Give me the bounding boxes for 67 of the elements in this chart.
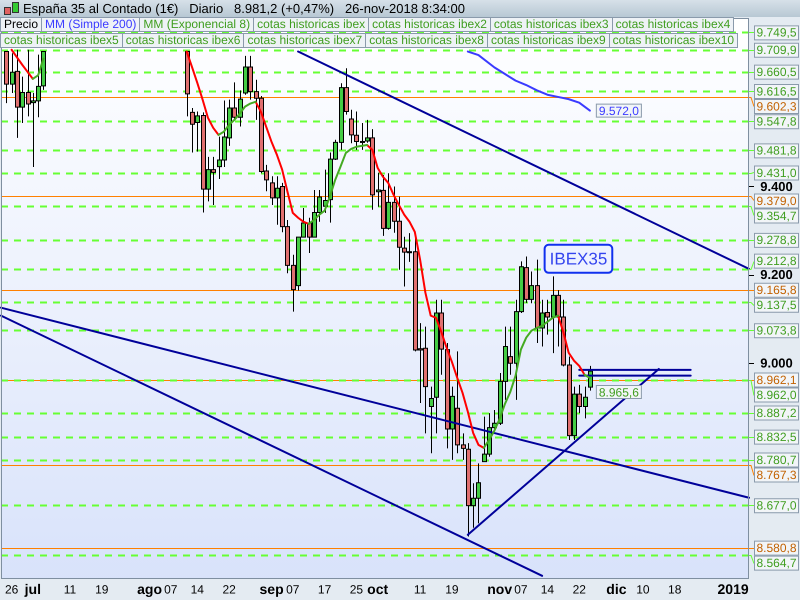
annotation: cotas historicas ibex9 bbox=[486, 33, 610, 48]
annotation: cotas historicas ibex2 bbox=[368, 17, 491, 32]
data-label: 8.965,6 bbox=[598, 385, 640, 400]
x-tick-label: jul bbox=[24, 580, 41, 597]
x-tick-label: dic bbox=[606, 580, 627, 597]
ref-line-label: 9.073,8 bbox=[756, 324, 797, 338]
x-tick-label: 10 bbox=[636, 582, 650, 596]
ref-line-label: 9.709,9 bbox=[756, 43, 797, 58]
x-tick-label: 18 bbox=[668, 582, 682, 596]
ref-line-label: 9.481,8 bbox=[756, 144, 797, 158]
x-tick-label: 19 bbox=[95, 582, 109, 596]
annotation: cotas historicas ibex5 bbox=[0, 33, 123, 48]
annotation: IBEX35 bbox=[550, 249, 608, 268]
x-tick-label: 22 bbox=[222, 582, 236, 596]
y-tick-label: 9.200 bbox=[760, 267, 793, 282]
x-tick-label: 11 bbox=[64, 582, 77, 596]
annotation: cotas historicas ibex8 bbox=[365, 33, 488, 48]
x-tick-label: 22 bbox=[572, 582, 586, 596]
ref-line-label: 8.887,2 bbox=[756, 406, 797, 420]
ref-line-label: 9.137,5 bbox=[756, 298, 797, 312]
x-tick-label: 07 bbox=[514, 582, 528, 596]
data-label: 9.572,0 bbox=[598, 104, 640, 118]
ref-line-label: 8.767,3 bbox=[756, 468, 797, 482]
x-tick-label: sep bbox=[259, 580, 284, 597]
ref-line-label: 8.962,1 bbox=[756, 372, 797, 387]
x-tick-label: 11 bbox=[414, 582, 427, 596]
annotation: cotas historicas ibex3 bbox=[490, 17, 613, 32]
annotation: cotas historicas ibex4 bbox=[612, 17, 734, 32]
chart-title: España 35 al Contado (1€) Diario 8.981,2 (+0,47%) 26-nov-2018 8:34:00 bbox=[23, 0, 465, 17]
ref-line-label: 9.278,8 bbox=[756, 233, 797, 248]
annotation: cotas historicas ibex7 bbox=[243, 33, 366, 48]
text: MM (Simple 200) bbox=[41, 17, 140, 32]
ref-line-label: 8.780,7 bbox=[756, 452, 797, 467]
ref-line-label: 9.165,8 bbox=[756, 283, 797, 298]
ref-line-label: 9.749,5 bbox=[756, 26, 797, 40]
x-tick-label: oct bbox=[367, 580, 388, 597]
x-tick-label: 17 bbox=[318, 582, 332, 596]
ref-line-label: 8.564,7 bbox=[756, 556, 797, 570]
ref-line-label: 9.379,0 bbox=[756, 194, 797, 208]
annotation: cotas historicas ibex10 bbox=[608, 33, 738, 48]
x-tick-label: 2019 bbox=[718, 580, 749, 597]
ref-line-label: 9.212,8 bbox=[756, 254, 797, 268]
text: MM (Exponencial 8) bbox=[139, 17, 254, 32]
x-tick-label: 19 bbox=[445, 582, 459, 596]
ref-line-label: 9.660,5 bbox=[756, 64, 797, 79]
x-tick-label: 07 bbox=[286, 582, 300, 596]
ref-line-label: 8.832,5 bbox=[756, 430, 797, 444]
annotation: cotas historicas ibex bbox=[253, 17, 370, 32]
x-tick-label: 14 bbox=[540, 582, 554, 596]
ref-line-label: 9.431,0 bbox=[756, 166, 797, 180]
ref-line-label: 9.616,5 bbox=[756, 84, 797, 98]
y-tick-label: 9.400 bbox=[760, 179, 793, 194]
x-tick-label: nov bbox=[487, 580, 512, 597]
ref-line-label: 9.602,3 bbox=[756, 99, 797, 114]
x-tick-label: ago bbox=[137, 580, 162, 597]
x-tick-label: 26 bbox=[4, 582, 19, 596]
ref-line-label: 8.677,0 bbox=[756, 498, 797, 513]
x-tick-label: 14 bbox=[190, 582, 204, 596]
ref-line-label: 8.962,0 bbox=[756, 388, 797, 402]
x-tick-label: 07 bbox=[164, 582, 178, 596]
y-tick-label: 9.000 bbox=[760, 355, 793, 370]
ref-line-label: 8.580,8 bbox=[756, 540, 797, 555]
ref-line-label: 9.547,8 bbox=[756, 114, 797, 129]
ref-line-label: 9.354,7 bbox=[756, 208, 797, 223]
annotation: cotas historicas ibex6 bbox=[122, 33, 244, 48]
legend-label: Precio bbox=[0, 17, 42, 32]
x-tick-label: 25 bbox=[350, 582, 364, 596]
